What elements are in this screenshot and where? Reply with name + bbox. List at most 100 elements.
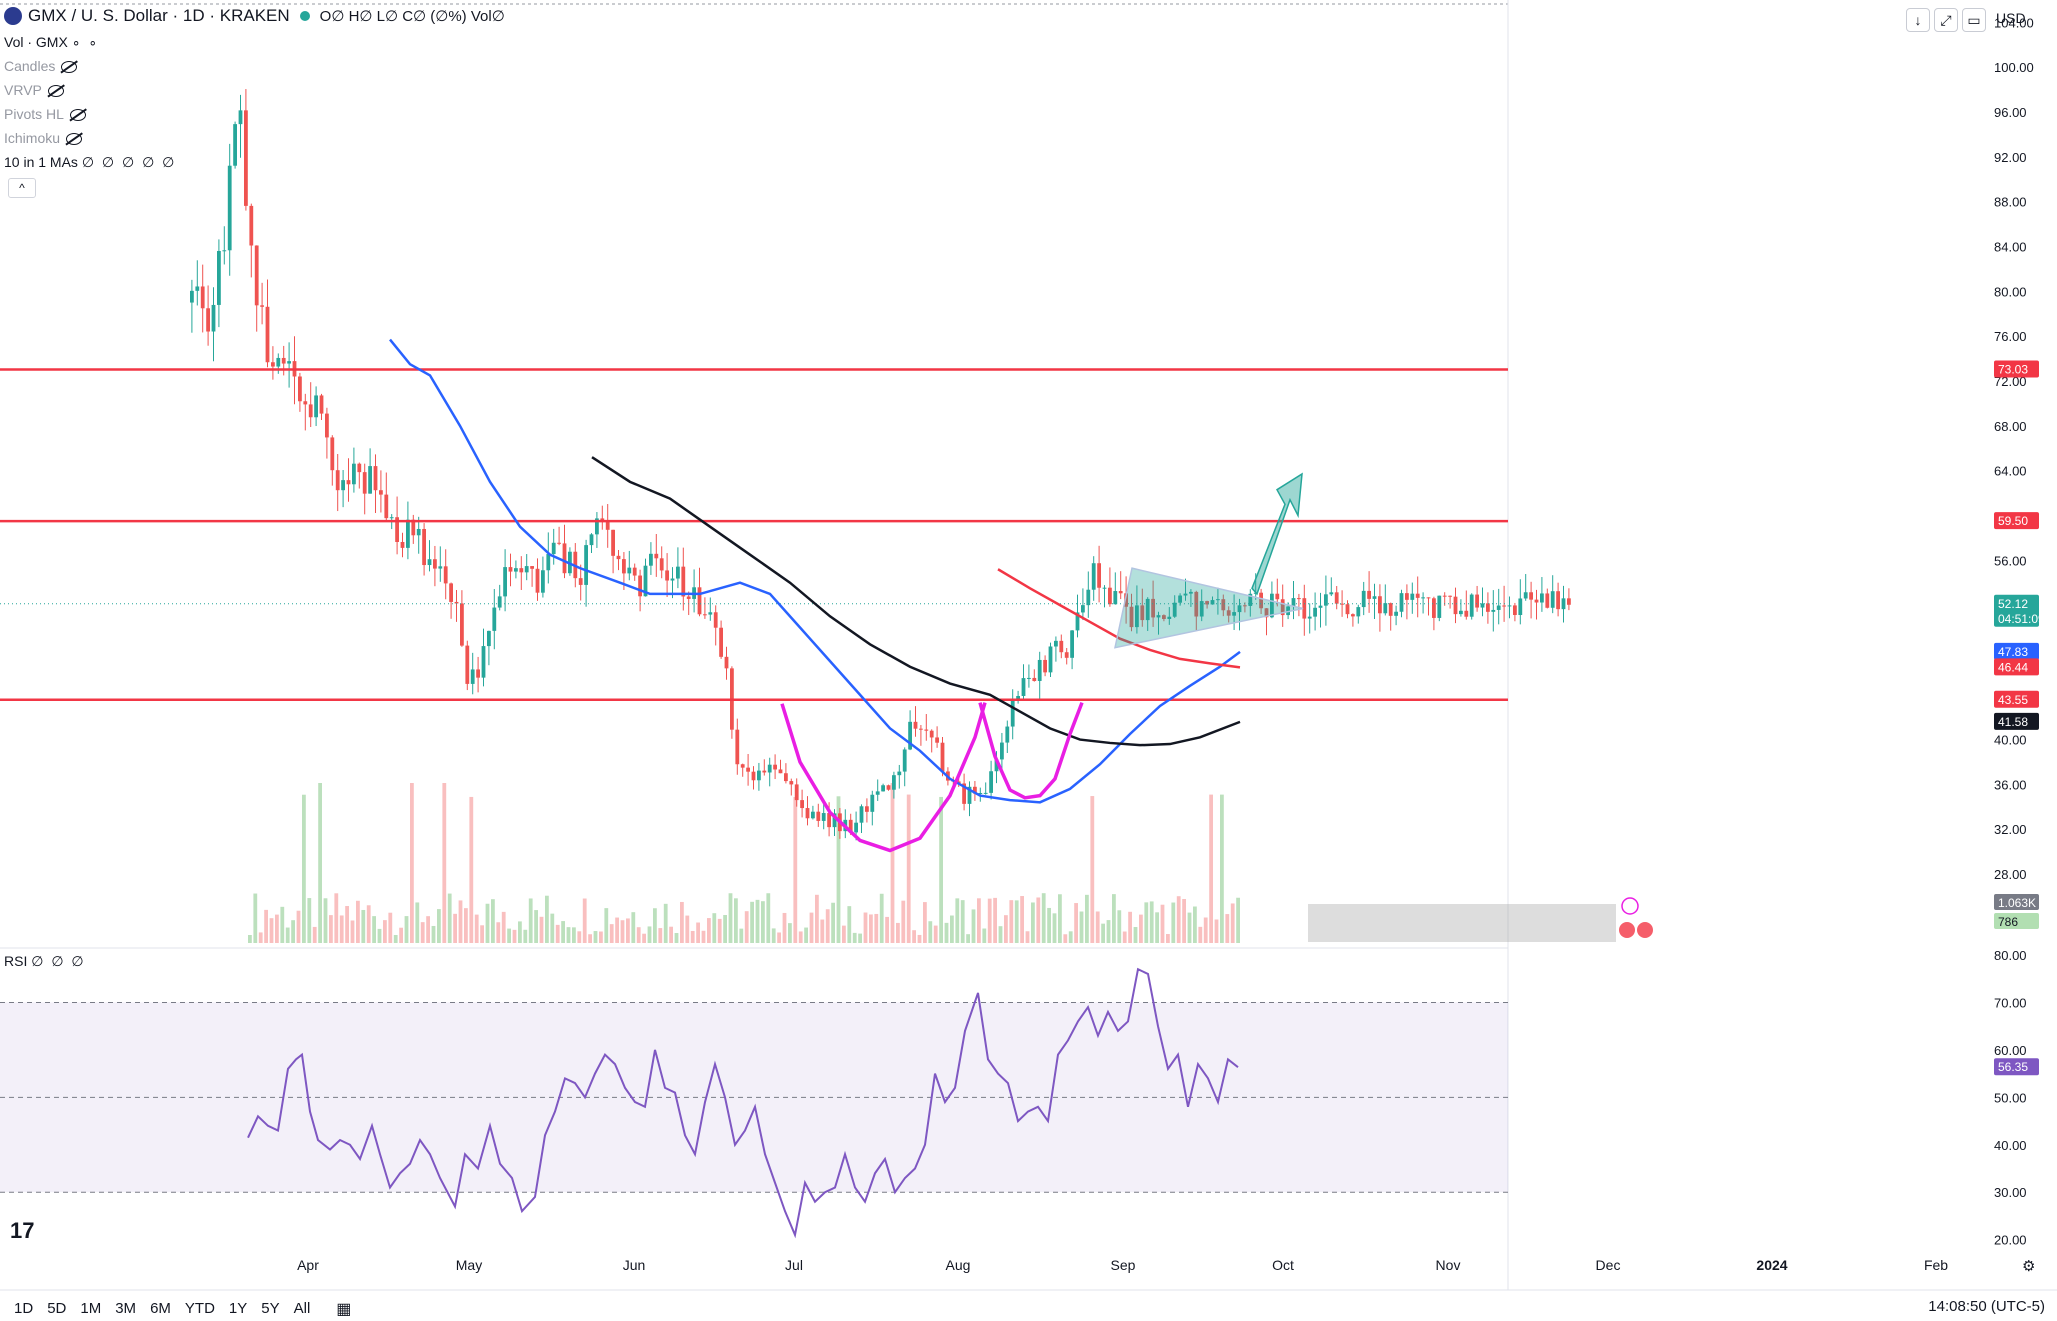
candle-body — [319, 395, 324, 414]
candle-body — [789, 781, 794, 785]
volume-bar — [1198, 926, 1203, 943]
legend-vrvp[interactable]: VRVP — [4, 82, 64, 98]
volume-bar — [507, 928, 511, 943]
hidden-eye-icon[interactable] — [61, 61, 78, 74]
candle-body — [546, 554, 551, 571]
candle-body — [1297, 598, 1301, 600]
candle-body — [1016, 695, 1020, 699]
candle-body — [287, 361, 291, 364]
symbol-title[interactable]: GMX / U. S. Dollar · 1D · KRAKEN — [28, 6, 290, 25]
volume-bar — [885, 916, 889, 943]
hidden-eye-icon[interactable] — [66, 133, 83, 146]
rsi-legend[interactable]: RSI ∅ ∅ ∅ — [4, 953, 86, 970]
candle-body — [1540, 593, 1544, 603]
candle-body — [449, 583, 453, 602]
candle-body — [281, 357, 286, 364]
volume-bar — [890, 783, 895, 943]
countdown-label: 04:51:09 — [1998, 612, 2045, 626]
candles — [190, 89, 1571, 841]
date-range-icon[interactable]: ▦ — [336, 1300, 352, 1318]
volume-bar — [1203, 917, 1208, 943]
volume-bar — [393, 934, 398, 943]
price-tick-label: 88.00 — [1994, 195, 2027, 210]
candle-body — [562, 543, 567, 574]
candle-body — [1286, 606, 1290, 616]
candle-body — [735, 729, 740, 765]
currency-selector[interactable]: USD — [1996, 10, 2026, 26]
timeframe-6m[interactable]: 6M — [150, 1300, 171, 1317]
candle-body — [1351, 614, 1355, 617]
legend-ichimoku[interactable]: Ichimoku — [4, 130, 83, 146]
candle-body — [362, 472, 367, 494]
volume-bar — [410, 783, 414, 943]
volume-bar — [831, 902, 835, 943]
timeframe-3m[interactable]: 3M — [115, 1300, 137, 1317]
candle-body — [913, 721, 918, 729]
candle-body — [352, 463, 356, 485]
scroll-down-button[interactable]: ↓ — [1906, 8, 1930, 32]
collapse-legend-button[interactable]: ^ — [8, 178, 36, 198]
volume-bar — [917, 934, 922, 943]
volume-bar — [1068, 931, 1073, 943]
timeframe-1y[interactable]: 1Y — [228, 1300, 248, 1317]
gmx-logo-icon — [4, 7, 22, 25]
rsi-band — [0, 1002, 1508, 1193]
timeframe-5y[interactable]: 5Y — [261, 1300, 280, 1317]
candle-body — [314, 395, 318, 418]
legend-candles[interactable]: Candles — [4, 58, 78, 74]
volume-bar — [788, 923, 792, 943]
candle-body — [330, 437, 335, 471]
volume-bar — [464, 908, 468, 943]
price-tick-label: 56.00 — [1994, 553, 2027, 568]
timeframe-1m[interactable]: 1M — [80, 1300, 102, 1317]
volume-bar — [734, 898, 738, 943]
volume-bar — [437, 909, 441, 943]
volume-bar — [653, 908, 657, 943]
volume-bar — [782, 912, 787, 943]
volume-bar — [739, 928, 744, 943]
legend-vol[interactable]: Vol · GMX ∘ ∘ — [4, 34, 100, 50]
price-badge-label: 52.12 — [1998, 597, 2028, 611]
candle-body — [832, 813, 837, 828]
volume-bar — [1182, 898, 1186, 943]
legend-pivots[interactable]: Pivots HL — [4, 106, 86, 122]
hidden-eye-icon[interactable] — [47, 85, 64, 98]
bottom-toolbar: 1D 5D 1M 3M 6M YTD 1Y 5Y All ▦ — [0, 1296, 2057, 1321]
candle-body — [541, 570, 545, 593]
candle-body — [778, 769, 783, 774]
candle-body — [1205, 601, 1209, 605]
volume-bar — [647, 926, 652, 943]
price-tick-label: 76.00 — [1994, 329, 2027, 344]
fullscreen-button[interactable]: ⤢ — [1934, 8, 1958, 32]
volume-bar — [280, 906, 285, 943]
candle-body — [967, 786, 972, 804]
candle-body — [1270, 593, 1274, 618]
volume-bar — [1160, 904, 1165, 943]
timeframe-ytd[interactable]: YTD — [184, 1300, 215, 1317]
timeframe-5d[interactable]: 5D — [47, 1300, 67, 1317]
timeframe-1d[interactable]: 1D — [14, 1300, 34, 1317]
volume-bar — [712, 913, 717, 943]
screenshot-button[interactable]: ▭ — [1962, 8, 1986, 32]
candle-body — [1469, 594, 1474, 617]
candle-body — [335, 470, 340, 491]
candle-body — [438, 566, 443, 569]
volume-bar — [345, 906, 349, 943]
volume-bar — [820, 919, 825, 943]
candle-body — [719, 627, 723, 657]
volume-bar — [750, 901, 754, 943]
candle-body — [1307, 616, 1312, 619]
timeframe-all[interactable]: All — [293, 1300, 311, 1317]
volume-bar — [933, 925, 938, 943]
price-tick-label: 80.00 — [1994, 284, 2027, 299]
volume-bar — [939, 796, 943, 943]
candle-body — [1394, 611, 1398, 616]
legend-mas[interactable]: 10 in 1 MAs ∅ ∅ ∅ ∅ ∅ — [4, 154, 176, 171]
volume-bar — [701, 930, 706, 943]
volume-bar — [383, 920, 387, 943]
volume-bar — [1041, 893, 1046, 943]
hidden-eye-icon[interactable] — [69, 109, 86, 122]
candle-body — [1075, 612, 1080, 631]
candle-body — [978, 792, 983, 794]
